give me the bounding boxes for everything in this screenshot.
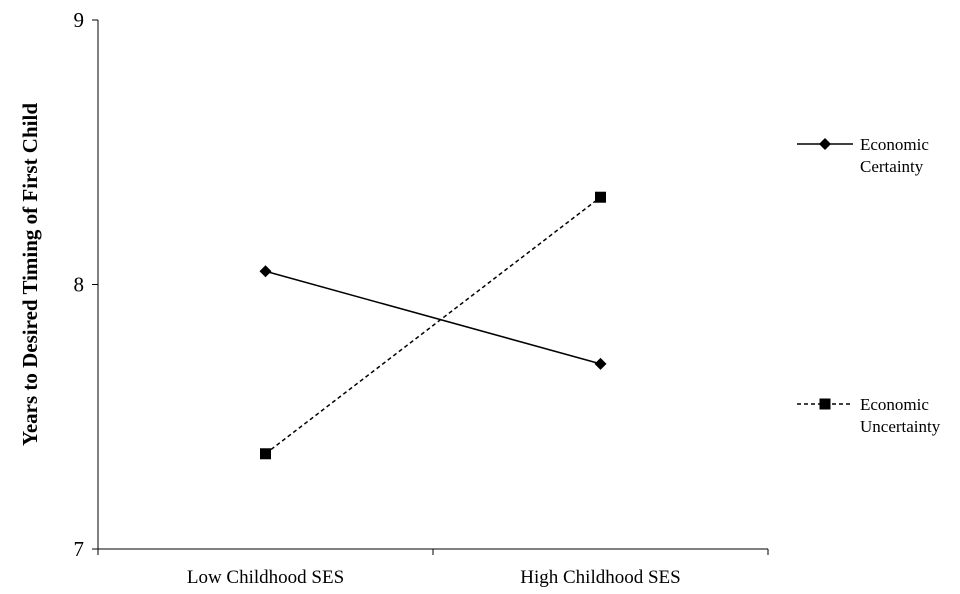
legend-marker <box>819 398 831 410</box>
legend-marker <box>819 138 831 150</box>
legend-item: Economic Uncertainty <box>797 395 941 436</box>
series-2 <box>260 191 606 460</box>
legend-label: Certainty <box>860 157 924 176</box>
x-ticks: Low Childhood SES High Childhood SES <box>97 549 769 588</box>
series-line <box>265 270 601 365</box>
y-axis-title: Years to Desired Timing of First Child <box>18 103 42 446</box>
x-category-label: High Childhood SES <box>520 567 680 588</box>
data-point <box>259 265 272 278</box>
series-layer <box>259 191 607 460</box>
legend-label: Uncertainty <box>860 417 941 436</box>
legend-label: Economic <box>860 395 929 414</box>
x-category-label: Low Childhood SES <box>187 567 344 588</box>
y-tick-label: 8 <box>74 273 85 297</box>
series-line <box>265 196 601 455</box>
data-point <box>594 357 607 370</box>
y-tick-label: 9 <box>74 8 85 32</box>
y-tick-label: 7 <box>74 537 85 561</box>
y-ticks: 7 8 9 <box>74 8 98 561</box>
data-point <box>595 191 606 203</box>
data-point <box>260 448 271 460</box>
legend-item: Economic Certainty <box>797 135 929 176</box>
legend-label: Economic <box>860 135 929 154</box>
series-1 <box>259 265 607 370</box>
legend: Economic Certainty Economic Uncertainty <box>797 135 941 436</box>
